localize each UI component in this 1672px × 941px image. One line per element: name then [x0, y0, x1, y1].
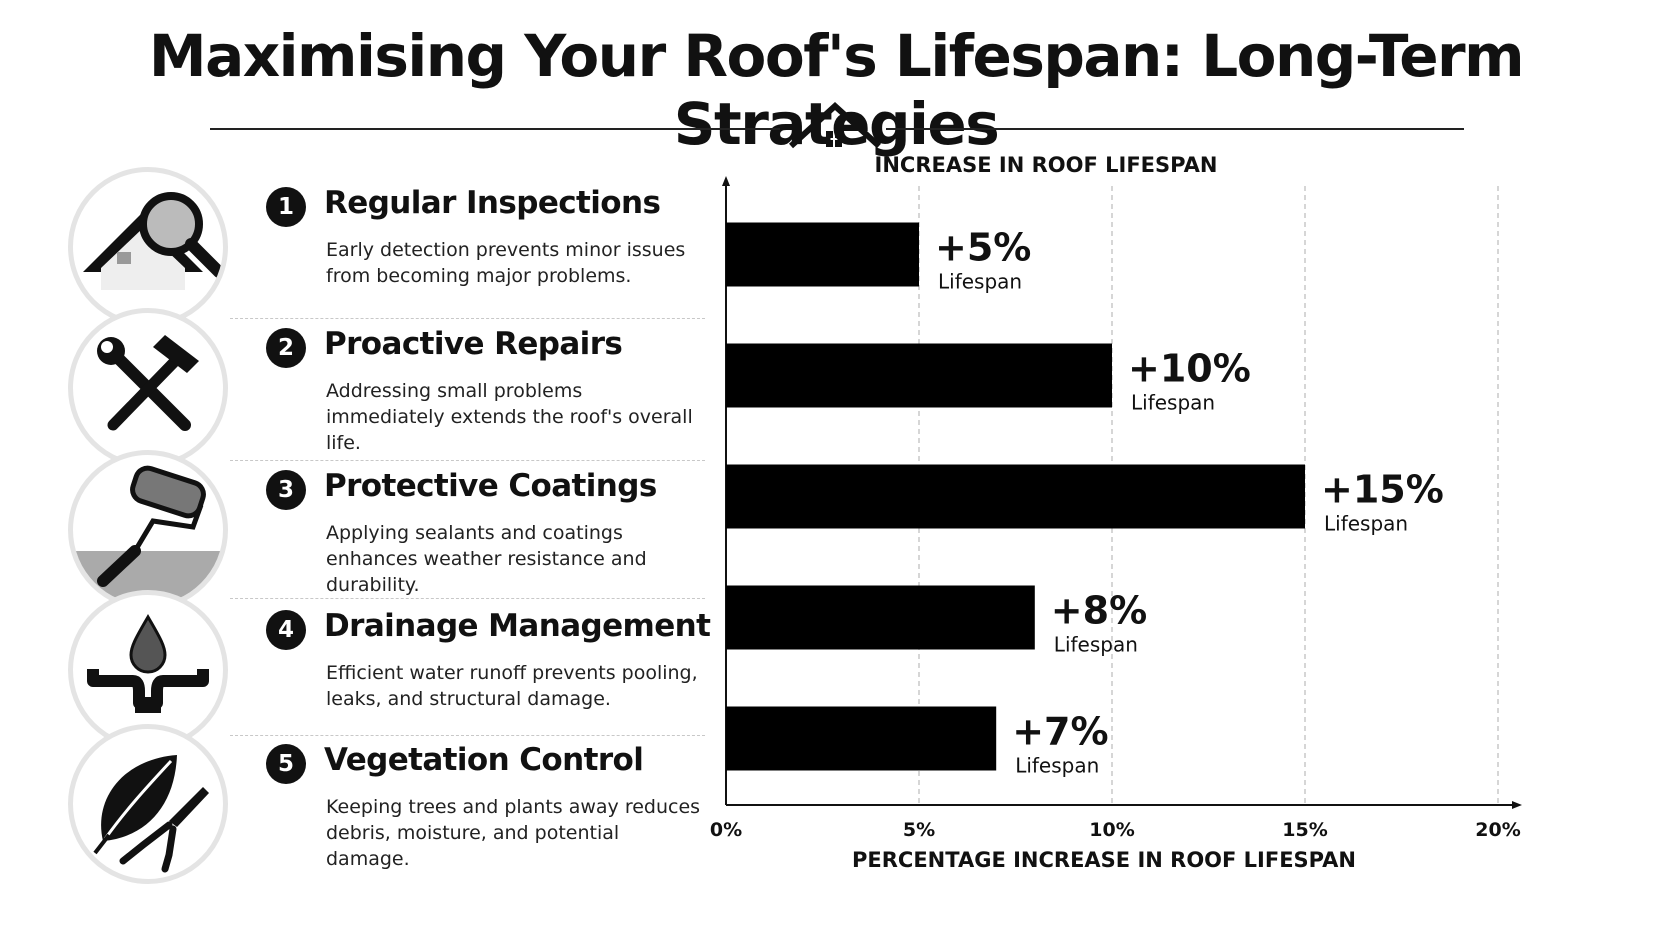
- lifespan-bar-chart: INCREASE IN ROOF LIFESPAN 0% 5% 10% 15% 20% PE…: [710, 153, 1522, 872]
- water-drop-gutter-icon: [68, 590, 228, 750]
- strategy-number-badge: 3: [266, 470, 306, 510]
- strategy-item-1: 1 Regular Inspections Early detection pr…: [60, 167, 705, 327]
- strategy-description: Applying sealants and coatings enhances …: [326, 522, 647, 596]
- strategy-title: Regular Inspections: [324, 185, 661, 221]
- strategy-item-4: 4 Drainage Management Efficient water ru…: [60, 590, 711, 750]
- bar-value-label: +10%: [1128, 347, 1251, 391]
- strategy-description: Addressing small problems immediately ex…: [326, 380, 693, 454]
- chart-title: INCREASE IN ROOF LIFESPAN: [875, 153, 1218, 177]
- title-rule-right: [886, 128, 1464, 130]
- x-tick-label: 20%: [1475, 819, 1520, 841]
- bar-sub-label: Lifespan: [1015, 754, 1099, 778]
- bar-sub-label: Lifespan: [1054, 633, 1138, 657]
- strategy-item-5: 5 Vegetation Control Keeping trees and p…: [60, 724, 705, 884]
- bar: [726, 464, 1305, 529]
- bar-sub-label: Lifespan: [1324, 512, 1408, 536]
- bar-value-label: +8%: [1051, 589, 1147, 633]
- bar: [726, 343, 1112, 408]
- strategy-title: Drainage Management: [324, 608, 711, 644]
- x-tick-label: 10%: [1089, 819, 1134, 841]
- strategy-number-badge: 1: [266, 187, 306, 227]
- bar-value-label: +15%: [1321, 468, 1444, 512]
- strategy-title: Vegetation Control: [324, 742, 644, 778]
- title-rule-left: [210, 128, 780, 130]
- bar: [726, 706, 997, 771]
- x-axis-label: PERCENTAGE INCREASE IN ROOF LIFESPAN: [852, 848, 1356, 872]
- strategy-number-badge: 5: [266, 744, 306, 784]
- bar: [726, 585, 1035, 650]
- wrench-hammer-icon: [68, 308, 228, 468]
- strategy-item-3: 3 Protective Coatings Applying sealants …: [60, 450, 705, 610]
- strategy-description: Early detection prevents minor issues fr…: [326, 239, 686, 287]
- strategy-separator: [230, 318, 705, 319]
- strategy-item-2: 2 Proactive Repairs Addressing small pro…: [60, 308, 705, 468]
- strategy-title: Proactive Repairs: [324, 326, 623, 362]
- x-tick-label: 15%: [1282, 819, 1327, 841]
- x-axis-arrow: [1512, 801, 1522, 809]
- strategy-separator: [230, 598, 705, 599]
- leaf-pruners-icon: [68, 724, 228, 884]
- y-axis-arrow: [722, 176, 730, 186]
- strategy-separator: [230, 460, 705, 461]
- bar-value-label: +5%: [935, 226, 1031, 270]
- strategy-number-badge: 4: [266, 610, 306, 650]
- strategy-number-badge: 2: [266, 328, 306, 368]
- x-tick-label: 0%: [710, 819, 742, 841]
- bar: [726, 222, 919, 287]
- strategy-description: Keeping trees and plants away reduces de…: [326, 796, 701, 870]
- paint-roller-icon: [68, 450, 228, 610]
- bar-sub-label: Lifespan: [938, 270, 1022, 294]
- bar-value-label: +7%: [1012, 710, 1108, 754]
- page-title: Maximising Your Roof's Lifespan: Long-Te…: [148, 22, 1525, 158]
- house-divider-icon: [788, 101, 882, 149]
- x-tick-label: 5%: [903, 819, 935, 841]
- strategy-description: Efficient water runoff prevents pooling,…: [326, 662, 698, 710]
- bar-sub-label: Lifespan: [1131, 391, 1215, 415]
- house-magnifier-icon: [68, 167, 228, 327]
- strategy-title: Protective Coatings: [324, 468, 657, 504]
- strategy-separator: [230, 735, 705, 736]
